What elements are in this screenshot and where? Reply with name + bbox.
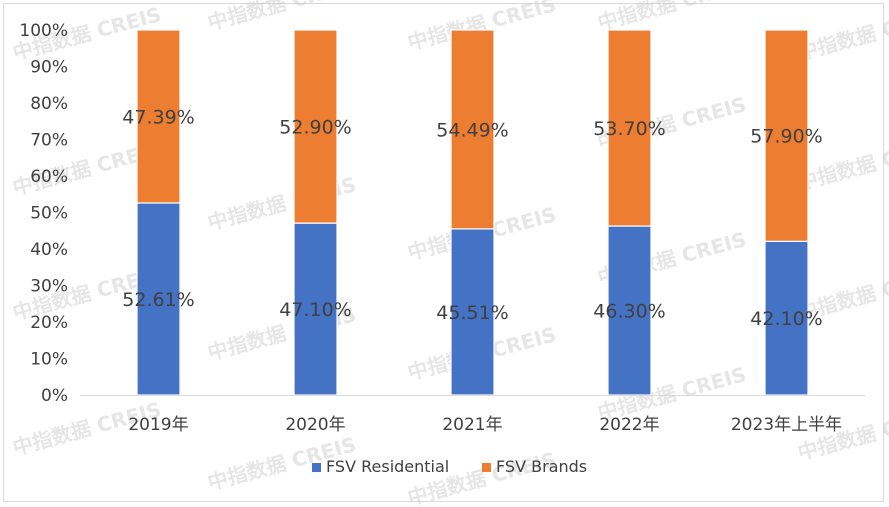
bar-segment [450,29,495,230]
bar-segment [293,222,338,396]
data-label: 53.70% [593,118,665,140]
bar-segment [136,29,181,204]
y-tick-label: 90% [30,58,68,78]
y-tick-label: 20% [30,313,68,333]
legend-swatch [482,463,491,472]
bar-segment [764,29,809,242]
bar-segment [607,29,652,227]
x-tick-label: 2019年 [128,415,188,435]
y-tick-label: 100% [19,21,68,41]
y-tick-label: 40% [30,240,68,260]
legend-label: FSV Brands [496,457,587,476]
bar-segment [293,29,338,224]
data-label: 46.30% [593,301,665,323]
x-tick-label: 2023年上半年 [731,415,842,435]
data-label: 57.90% [750,126,822,148]
data-label: 52.61% [122,289,194,311]
y-tick-label: 0% [41,386,68,406]
legend-swatch [312,463,321,472]
x-tick-label: 2022年 [599,415,659,435]
x-tick-label: 2021年 [442,415,502,435]
y-tick-label: 70% [30,131,68,151]
data-label: 47.39% [122,106,194,128]
bar-segment [450,228,495,396]
bars-layer: 52.61% 47.39% 47.10% 52.90% 45.51% 54.49% 46.3… [122,29,823,396]
watermark-text: 中指数据 CREIS [795,2,889,65]
y-axis: 0% 10% 20% 30% 40% 50% 60% 70% 80% 90% 100% [19,21,68,406]
data-label: 42.10% [750,308,822,330]
x-tick-label: 2020年 [285,415,345,435]
y-tick-label: 10% [30,350,68,370]
y-tick-label: 30% [30,277,68,297]
bar-segment [764,240,809,396]
data-label: 54.49% [436,119,508,141]
x-axis: 2019年 2020年 2021年 2022年 2023年上半年 [80,395,865,435]
y-tick-label: 80% [30,94,68,114]
y-tick-label: 60% [30,167,68,187]
data-label: 52.90% [279,117,351,139]
legend: FSV Residential FSV Brands [312,457,587,476]
data-label: 47.10% [279,299,351,321]
y-tick-label: 50% [30,204,68,224]
data-label: 45.51% [436,302,508,324]
legend-label: FSV Residential [326,457,449,476]
